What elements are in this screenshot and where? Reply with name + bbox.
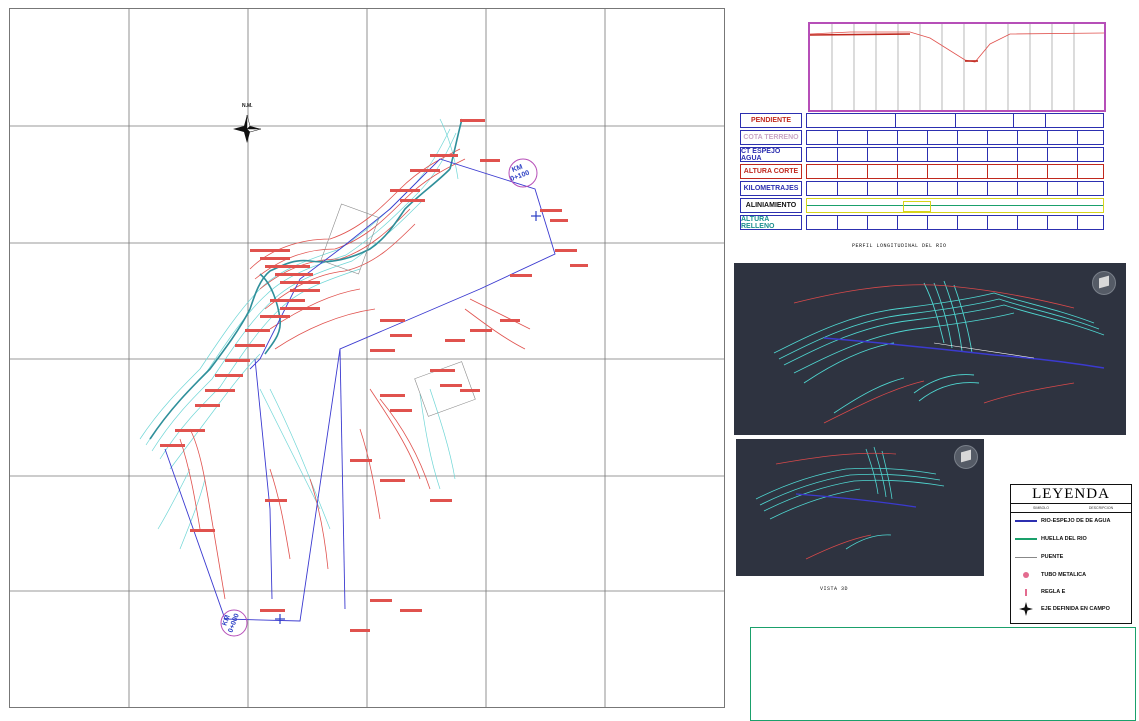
legend-col-symbol: SIMBOLO: [1033, 506, 1049, 510]
legend-item-label: TUBO METALICA: [1041, 572, 1087, 578]
legend-col-description: DESCRIPCION: [1088, 506, 1114, 510]
star-icon: [1019, 602, 1033, 616]
title-block: [750, 627, 1136, 721]
river-alignment: [164, 158, 556, 622]
legend-item-huella-rio: HUELLA DEL RIO: [1011, 531, 1131, 547]
view-caption: VISTA 3D: [820, 586, 849, 592]
tick-icon: [1025, 588, 1027, 596]
profile-drawing: [809, 24, 1105, 110]
km-markers: [220, 158, 538, 637]
plan-view-drawing: [10, 9, 724, 707]
coordinate-grid: [10, 9, 724, 707]
legend-title: LEYENDA: [1011, 485, 1131, 504]
band-row-altura-relleno: [806, 215, 1104, 230]
profile-caption: PERFIL LONGITUDINAL DEL RIO: [852, 243, 947, 249]
legend-item-label: HUELLA DEL RIO: [1041, 536, 1087, 542]
station-crosses: [275, 211, 541, 624]
band-row-aliniamiento: [806, 198, 1104, 213]
circle-icon: [1023, 572, 1029, 578]
river-banks: [149, 118, 463, 440]
legend-panel: LEYENDA SIMBOLO DESCRIPCION RIO-ESPEJO D…: [1010, 484, 1132, 624]
band-label-aliniamiento: ALINIAMIENTO: [740, 198, 802, 213]
legend-item-tubo-metalica: TUBO METALICA: [1011, 567, 1131, 583]
longitudinal-profile-chart: [808, 22, 1106, 112]
navigation-cube-small-icon[interactable]: [954, 445, 978, 469]
band-label-kilometrajes: KILOMETRAJES: [740, 181, 802, 196]
legend-item-label: EJE DEFINIDA EN CAMPO: [1041, 606, 1110, 612]
legend-item-label: REGLA E: [1041, 589, 1066, 595]
survey-points: [160, 119, 588, 632]
legend-item-rio-espejo: RIO-ESPEJO DE DE AGUA: [1011, 513, 1131, 529]
band-row-cota-terreno: [806, 130, 1104, 145]
band-label-pendiente: PENDIENTE: [740, 113, 802, 128]
north-label: N.M.: [242, 103, 253, 109]
band-label-ct-espejo-agua: CT ESPEJO AGUA: [740, 147, 802, 162]
plan-view-frame: N.M. KM 0+000 KM 0+100: [9, 8, 725, 708]
3d-view-large-drawing: [773, 280, 1105, 424]
band-row-kilometrajes: [806, 181, 1104, 196]
legend-item-eje-definida: EJE DEFINIDA EN CAMPO: [1011, 601, 1131, 617]
legend-item-label: PUENTE: [1041, 554, 1064, 560]
band-row-altura-corte: [806, 164, 1104, 179]
band-label-cota-terreno: COTA TERRENO: [740, 130, 802, 145]
3d-view-small[interactable]: [736, 439, 984, 576]
band-row-ct-espejo-agua: [806, 147, 1104, 162]
3d-view-small-drawing: [755, 446, 945, 560]
band-label-altura-corte: ALTURA CORTE: [740, 164, 802, 179]
3d-view-large[interactable]: [734, 263, 1126, 435]
north-arrow-icon: [233, 114, 262, 143]
band-label-altura-relleno: ALTURA RELLENO: [740, 215, 802, 230]
legend-header: SIMBOLO DESCRIPCION: [1011, 504, 1131, 513]
band-row-pendiente: [806, 113, 1104, 128]
navigation-cube-icon[interactable]: [1092, 271, 1116, 295]
legend-item-puente: PUENTE: [1011, 549, 1131, 565]
legend-item-regla-e: REGLA E: [1011, 584, 1131, 600]
legend-item-label: RIO-ESPEJO DE DE AGUA: [1041, 518, 1111, 524]
